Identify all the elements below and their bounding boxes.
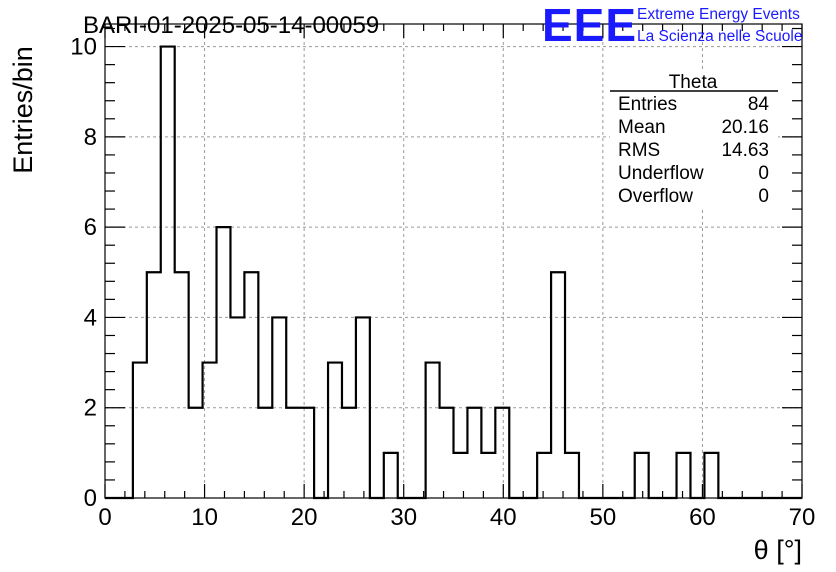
stats-row-value: 14.63 [721,140,769,161]
stats-row-value: 0 [758,186,769,207]
histogram-bin [467,408,481,498]
y-tick-label: 2 [84,395,97,422]
stats-row-label: RMS [618,140,660,161]
x-tick-label: 60 [689,504,716,531]
eee-logo-mark: EEE [542,0,637,51]
histogram-bin [454,453,468,498]
histogram-bin [565,453,579,498]
histogram-bin [440,408,454,498]
histogram-bin [286,408,300,498]
stats-box-title: Theta [669,72,718,93]
histogram-bin [635,453,649,498]
x-axis-label: θ [°] [754,535,802,565]
stats-row-label: Entries [618,94,677,115]
histogram-bin [384,453,398,498]
y-tick-label: 8 [84,124,97,151]
y-tick-label: 6 [84,214,97,241]
histogram-bin [244,272,258,498]
histogram-bin [133,363,147,498]
stats-row-value: 20.16 [721,117,769,138]
x-tick-label: 20 [291,504,318,531]
y-tick-label: 4 [84,304,97,331]
stats-row-value: 84 [748,94,770,115]
x-tick-label: 10 [191,504,218,531]
plot-frame [104,23,803,499]
histogram-bin [203,363,217,498]
histogram-bin [300,408,314,498]
histogram-bin [704,453,718,498]
eee-logo-line1: Extreme Energy Events [637,6,800,23]
stats-row-label: Mean [618,117,666,138]
x-tick-label: 0 [98,504,111,531]
stats-row-value: 0 [758,163,769,184]
x-tick-label: 70 [789,504,816,531]
histogram-bin [495,408,509,498]
eee-logo: EEE Extreme Energy Events La Scienza nel… [542,0,802,51]
stats-row-label: Underflow [618,163,704,184]
histogram-bin [426,363,440,498]
y-tick-label: 0 [84,485,97,512]
eee-logo-line2: La Scienza nelle Scuole [637,28,802,45]
x-tick-label: 40 [490,504,517,531]
histogram-bin [217,227,231,498]
histogram-bin [161,47,175,498]
chart-title: BARI-01-2025-05-14-00059 [83,12,379,39]
y-axis-label: Entries/bin [8,46,38,174]
axis-ticks [104,24,803,499]
histogram-bin [342,408,356,498]
histogram-bin [677,453,691,498]
histogram-bin [175,272,189,498]
histogram-bin [328,363,342,498]
x-tick-label: 50 [590,504,617,531]
tick-labels: 0 10 20 30 40 50 60 70 0 2 4 6 8 10 [70,34,815,531]
stats-box: Theta Entries 84 Mean 20.16 RMS 14.63 Underflo… [610,70,778,210]
x-tick-label: 30 [390,504,417,531]
y-tick-label: 10 [70,34,97,61]
histogram-bin [551,272,565,498]
stats-box-background [610,70,778,210]
histogram-bin [258,408,272,498]
histogram-bin [537,453,551,498]
stats-row-label: Overflow [618,186,693,207]
histogram-bin [189,408,203,498]
histogram-bin [147,272,161,498]
